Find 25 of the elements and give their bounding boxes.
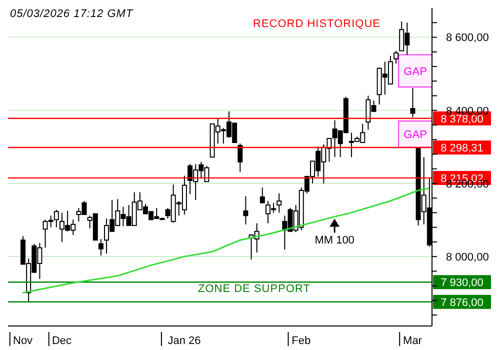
band-label: GAP xyxy=(404,66,427,78)
x-tick-label: Nov xyxy=(13,335,34,347)
y-tick-label: 8 600,00 xyxy=(446,32,489,44)
ref-line-label: 7 876,00 xyxy=(440,296,484,309)
x-tick-label: Feb xyxy=(292,335,311,347)
line-series xyxy=(22,187,430,294)
annotation: ZONE DE SUPPORT xyxy=(198,283,310,295)
band-label: GAP xyxy=(404,129,427,142)
x-tick-label: Mar xyxy=(403,335,422,347)
ref-line-label: 7 930,00 xyxy=(440,277,484,290)
candlestick xyxy=(394,50,399,64)
candlestick xyxy=(98,238,104,256)
annotation: 05/03/2026 17:12 GMT xyxy=(10,8,134,20)
x-tick-label: Jan 26 xyxy=(168,335,201,347)
candlestick xyxy=(54,209,59,228)
candlestick xyxy=(410,88,416,118)
candlestick xyxy=(238,143,243,172)
annotation: RECORD HISTORIQUE xyxy=(253,18,380,30)
ref-line-label: 8 298,31 xyxy=(440,142,484,155)
x-tick-label: Dec xyxy=(52,335,72,347)
candlestick xyxy=(260,186,265,204)
candlestick xyxy=(276,192,282,214)
candlestick xyxy=(243,196,248,225)
y-tick-label: 8 000,00 xyxy=(446,252,489,264)
series-label: MM 100 xyxy=(314,234,354,247)
